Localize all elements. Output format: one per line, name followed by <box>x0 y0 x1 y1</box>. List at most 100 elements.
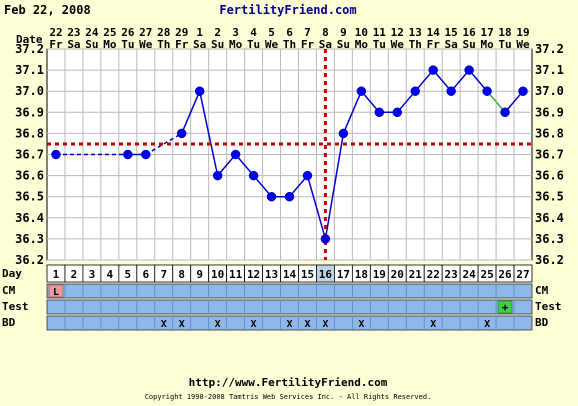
date-label: 3 <box>232 26 239 39</box>
temperature-point <box>518 86 528 96</box>
y-tick-label-right: 36.6 <box>535 169 564 183</box>
chart-date: Feb 22, 2008 <box>4 3 91 17</box>
weekday-label: We <box>139 38 153 51</box>
temperature-point <box>464 65 474 75</box>
date-label: 5 <box>268 26 275 39</box>
date-label: 28 <box>157 26 170 39</box>
day-label: 1 <box>53 268 60 281</box>
temperature-line-segment <box>181 90 201 134</box>
temperature-point <box>230 149 241 160</box>
test-entry: + <box>502 301 509 314</box>
day-label: 24 <box>463 268 477 281</box>
weekday-label: Th <box>409 38 422 51</box>
site-name: FertilityFriend.com <box>219 3 356 17</box>
date-label: 7 <box>304 26 311 39</box>
temperature-point <box>176 128 187 139</box>
y-tick-label-left: 36.8 <box>15 126 44 140</box>
temperature-point <box>428 65 438 75</box>
temperature-point <box>446 86 456 96</box>
y-tick-label-right: 36.4 <box>535 211 564 225</box>
day-label: 4 <box>107 268 114 281</box>
temperature-point <box>320 234 331 244</box>
weekday-label: Fr <box>301 38 315 51</box>
weekday-label: Tu <box>247 38 260 51</box>
day-label: 22 <box>427 268 440 281</box>
bd-mark: X <box>161 319 167 330</box>
temperature-point <box>194 86 205 96</box>
date-label: 14 <box>427 26 441 39</box>
y-tick-label-left: 36.6 <box>15 169 44 183</box>
temperature-line-segment <box>342 90 363 134</box>
weekday-label: Sa <box>319 38 332 51</box>
day-label: 12 <box>247 268 260 281</box>
test-entry-box <box>497 300 513 314</box>
bd-row <box>46 315 533 331</box>
temperature-point <box>266 191 277 202</box>
bd-mark: X <box>286 319 292 330</box>
date-label: 2 <box>214 26 221 39</box>
date-label: 26 <box>121 26 135 39</box>
weekday-label: Mo <box>103 38 117 51</box>
weekday-label: Sa <box>193 38 206 51</box>
cm-entry: L <box>53 287 59 298</box>
bd-mark: X <box>322 319 328 330</box>
y-tick-label-left: 37.1 <box>15 63 44 77</box>
weekday-label: Su <box>211 38 224 51</box>
cm-entry-box <box>48 284 64 298</box>
temperature-point <box>482 86 492 96</box>
y-tick-label-right: 36.7 <box>535 148 564 162</box>
weekday-label: Mo <box>229 38 243 51</box>
temperature-point <box>500 107 510 118</box>
day-label: 23 <box>445 268 458 281</box>
day-label: 13 <box>265 268 278 281</box>
bd-mark: X <box>179 319 185 330</box>
y-tick-label-right: 36.5 <box>535 190 564 204</box>
day-label: 21 <box>409 268 423 281</box>
date-label: 27 <box>139 26 152 39</box>
temperature-point <box>374 107 385 118</box>
weekday-label: Fr <box>175 38 189 51</box>
y-tick-label-left: 36.3 <box>15 232 44 246</box>
temperature-point <box>123 149 133 160</box>
day-label: 14 <box>283 268 297 281</box>
day-label: 7 <box>160 268 167 281</box>
y-tick-label-right: 36.8 <box>535 126 564 140</box>
temperature-point <box>338 128 349 139</box>
bd-mark: X <box>251 319 257 330</box>
date-label: 9 <box>340 26 347 39</box>
temperature-point <box>284 191 295 202</box>
weekday-label: Mo <box>355 38 369 51</box>
temperature-point <box>51 149 61 160</box>
y-tick-label-left: 36.2 <box>15 253 44 267</box>
y-tick-label-left: 37.2 <box>15 42 44 56</box>
day-label: 16 <box>319 268 333 281</box>
date-row-label: Date <box>16 33 43 46</box>
weekday-label: Th <box>283 38 296 51</box>
day-label: 19 <box>373 268 386 281</box>
weekday-label: Sa <box>445 38 458 51</box>
weekday-label: Th <box>157 38 170 51</box>
cm-row <box>46 283 533 299</box>
day-label: 20 <box>391 268 404 281</box>
y-tick-label-left: 36.9 <box>15 105 44 119</box>
y-tick-label-right: 36.2 <box>535 253 564 267</box>
weekday-label: We <box>516 38 530 51</box>
day-label: 9 <box>196 268 203 281</box>
date-label: 17 <box>480 26 493 39</box>
day-cell <box>513 264 533 283</box>
date-label: 12 <box>391 26 404 39</box>
y-tick-label-right: 36.9 <box>535 105 564 119</box>
bd-mark: X <box>304 319 310 330</box>
weekday-label: Su <box>85 38 98 51</box>
date-label: 6 <box>286 26 293 39</box>
day-label: 3 <box>89 268 96 281</box>
temperature-point <box>356 86 367 96</box>
y-tick-label-right: 37.0 <box>535 84 564 98</box>
weekday-label: Tu <box>498 38 511 51</box>
temperature-line-segment <box>198 91 219 176</box>
date-label: 10 <box>355 26 368 39</box>
day-label: 8 <box>178 268 185 281</box>
footer-url: http://www.FertilityFriend.com <box>189 376 388 389</box>
day-label: 17 <box>337 268 350 281</box>
